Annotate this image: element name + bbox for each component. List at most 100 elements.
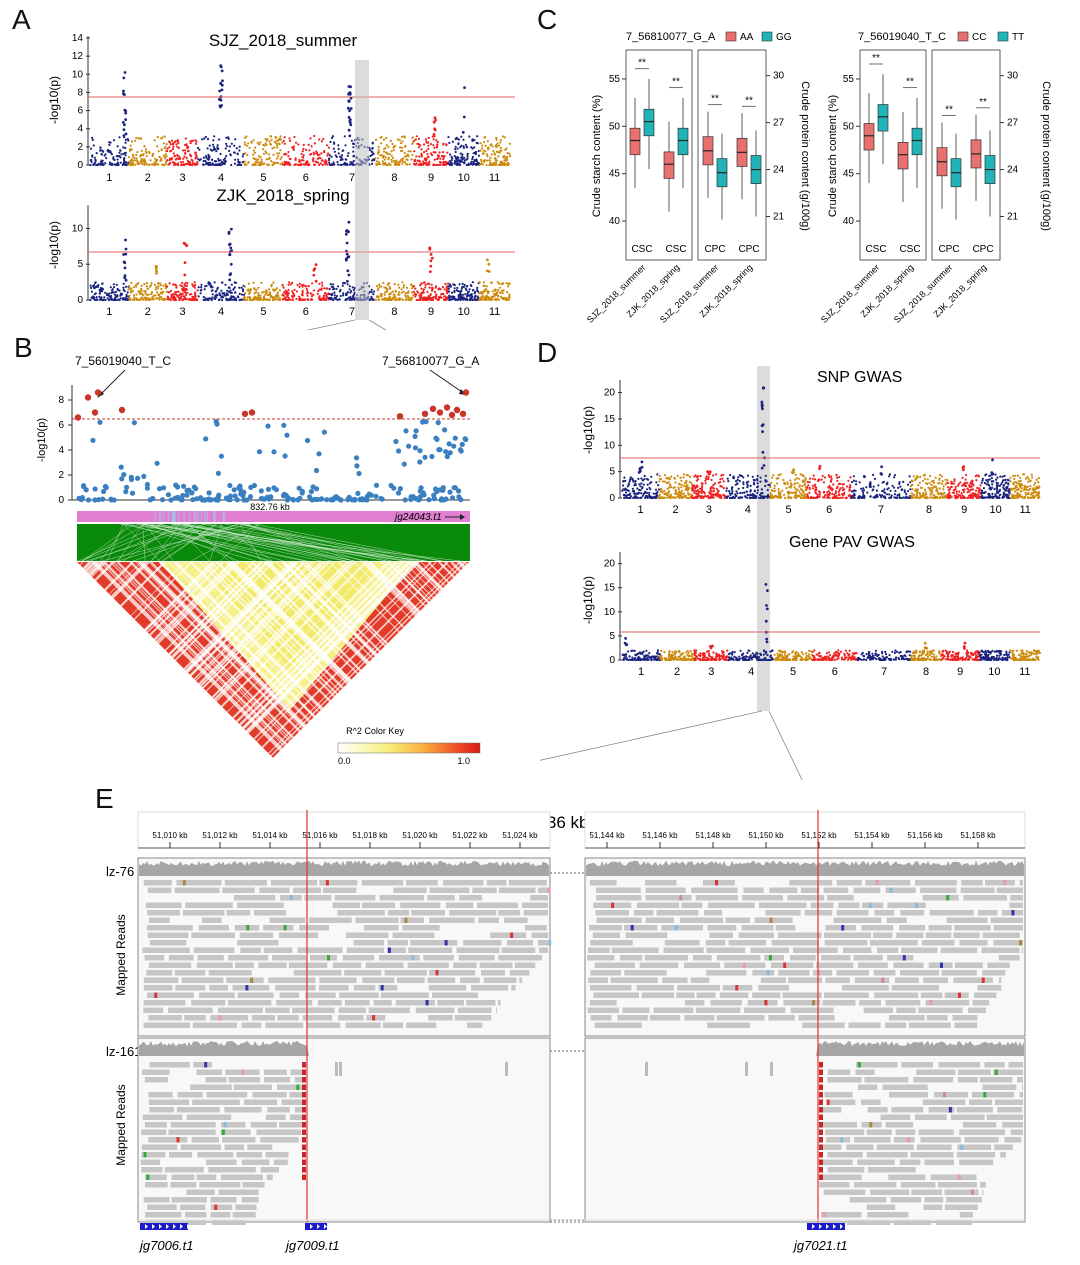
read bbox=[191, 1000, 226, 1006]
read bbox=[861, 1099, 881, 1105]
panel-b-gene-label: jg24043.t1 bbox=[393, 512, 442, 523]
read bbox=[242, 1182, 265, 1188]
read bbox=[232, 1212, 256, 1218]
read bbox=[145, 902, 182, 908]
read bbox=[140, 1159, 161, 1165]
y-tick-label: 5 bbox=[609, 467, 615, 478]
panel-e-sample2-label: lz-161 bbox=[106, 1044, 141, 1059]
snp-point bbox=[124, 484, 130, 490]
read bbox=[866, 1129, 892, 1135]
read bbox=[353, 985, 376, 991]
read bbox=[353, 940, 384, 946]
ruler-tick-right: 51,150 kb bbox=[748, 831, 784, 840]
read bbox=[899, 1159, 921, 1165]
panel-a-highlight-band bbox=[355, 60, 369, 320]
snp-point bbox=[433, 486, 439, 492]
snp-point bbox=[96, 497, 102, 503]
snp-point bbox=[101, 488, 107, 495]
read bbox=[595, 887, 641, 893]
read-mismatch bbox=[868, 902, 872, 908]
significant-snp-point bbox=[118, 406, 126, 414]
ruler-tick-right: 51,158 kb bbox=[960, 831, 996, 840]
read bbox=[184, 1015, 206, 1021]
read bbox=[827, 1069, 851, 1075]
read bbox=[337, 1015, 364, 1021]
read bbox=[958, 1069, 991, 1075]
snp-point bbox=[215, 470, 221, 476]
read bbox=[798, 1015, 835, 1021]
read bbox=[743, 887, 764, 893]
group-label: CPC bbox=[704, 244, 725, 255]
read bbox=[926, 1015, 948, 1021]
read bbox=[523, 910, 548, 916]
snp-point bbox=[144, 485, 150, 491]
read bbox=[218, 1007, 263, 1013]
chr-3-points bbox=[166, 137, 199, 167]
read bbox=[319, 985, 349, 991]
y-tick-label: 15 bbox=[604, 414, 616, 425]
y-tick-label: 0 bbox=[609, 493, 615, 504]
panel-b-ylabel: -log10(p) bbox=[36, 418, 48, 462]
read bbox=[256, 1129, 302, 1135]
read bbox=[827, 895, 854, 901]
snp-point bbox=[100, 496, 106, 502]
read bbox=[895, 977, 919, 983]
read bbox=[836, 910, 869, 916]
read bbox=[250, 1122, 277, 1128]
read bbox=[891, 985, 939, 991]
y-tick-label: 20 bbox=[604, 559, 616, 570]
read bbox=[950, 1114, 985, 1120]
read bbox=[981, 947, 1020, 953]
read bbox=[885, 1122, 914, 1128]
read bbox=[910, 1152, 954, 1158]
read bbox=[479, 962, 513, 968]
read bbox=[821, 1212, 862, 1218]
read bbox=[472, 887, 497, 893]
read bbox=[710, 1000, 742, 1006]
read bbox=[427, 977, 456, 983]
read bbox=[587, 955, 615, 961]
snp-point bbox=[178, 497, 184, 503]
y-tick-label: 6 bbox=[58, 420, 64, 431]
read bbox=[202, 917, 222, 923]
snp-point bbox=[296, 485, 302, 491]
read bbox=[961, 880, 983, 886]
read bbox=[868, 1167, 916, 1173]
significant-snp-point bbox=[459, 410, 467, 417]
snp-point bbox=[412, 445, 419, 451]
read bbox=[149, 940, 187, 946]
read bbox=[180, 1144, 221, 1150]
snp-point bbox=[154, 460, 160, 466]
read bbox=[408, 947, 453, 953]
read bbox=[265, 1152, 289, 1158]
y-tick-right: 21 bbox=[1007, 212, 1019, 223]
read bbox=[824, 1092, 853, 1098]
read-mismatch bbox=[983, 1092, 987, 1098]
read bbox=[824, 940, 868, 946]
read bbox=[319, 880, 358, 886]
chr-label-10: 10 bbox=[458, 172, 470, 184]
read bbox=[681, 902, 703, 908]
read bbox=[432, 992, 478, 998]
read bbox=[1002, 1122, 1023, 1128]
read bbox=[854, 1182, 897, 1188]
read bbox=[143, 985, 173, 991]
read-mismatch bbox=[221, 1129, 225, 1135]
read bbox=[299, 925, 330, 931]
significant-snp-point bbox=[421, 410, 429, 417]
read bbox=[1004, 1137, 1022, 1143]
read-mismatch bbox=[154, 992, 158, 998]
read bbox=[957, 1144, 992, 1150]
read bbox=[457, 1007, 492, 1013]
read bbox=[941, 970, 977, 976]
read bbox=[218, 1189, 259, 1195]
y-tick-left: 45 bbox=[609, 169, 621, 180]
significant-snp-point bbox=[443, 404, 451, 411]
read-mismatch bbox=[674, 925, 678, 931]
chr-10-points bbox=[447, 281, 480, 302]
coverage-track bbox=[139, 860, 549, 876]
read bbox=[392, 932, 435, 938]
snp-point bbox=[234, 497, 240, 503]
y-tick-right: 24 bbox=[773, 165, 785, 176]
